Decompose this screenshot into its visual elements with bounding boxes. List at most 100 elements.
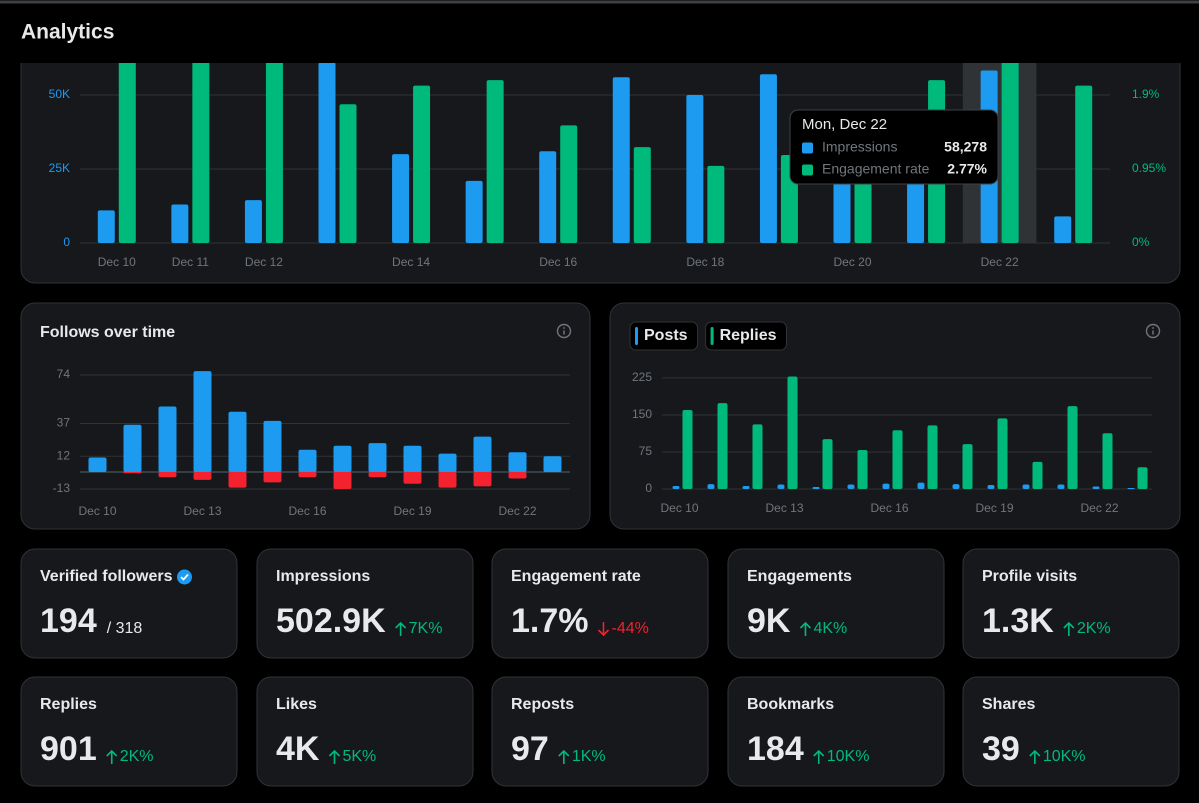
stat-card xyxy=(727,548,945,659)
stat-value: 184 xyxy=(747,730,804,768)
y2-tick-label: 1.9% xyxy=(1132,87,1160,101)
bar xyxy=(438,471,457,488)
y-tick-label: 50K xyxy=(49,87,70,101)
bar xyxy=(707,165,725,243)
trend-arrow xyxy=(1063,621,1075,636)
bar xyxy=(742,486,750,489)
y-tick-label: 74 xyxy=(57,367,71,381)
x-tick-label: Dec 22 xyxy=(1080,501,1118,515)
info-icon[interactable] xyxy=(1145,323,1161,339)
stat-card xyxy=(256,676,474,787)
bar xyxy=(265,63,283,243)
legend-label: Posts xyxy=(644,327,688,344)
bar xyxy=(473,436,492,472)
bar xyxy=(368,471,387,478)
bar xyxy=(333,471,352,489)
legend-item[interactable]: Replies xyxy=(705,321,787,351)
tooltip-swatch xyxy=(802,164,813,176)
y-tick-label: -13 xyxy=(53,481,71,495)
stat-card xyxy=(20,676,238,787)
plot xyxy=(80,63,1110,244)
x-tick-label: Dec 10 xyxy=(78,504,116,518)
tooltip-title: Mon, Dec 22 xyxy=(802,116,887,133)
bar xyxy=(333,445,352,472)
bar xyxy=(952,484,960,489)
plot xyxy=(662,376,1152,490)
bar xyxy=(192,63,210,243)
tooltip-swatch xyxy=(802,142,813,154)
bar xyxy=(263,420,282,472)
legend-box xyxy=(705,321,787,351)
legend-swatch xyxy=(635,327,638,345)
plot xyxy=(80,371,570,490)
bar xyxy=(438,453,457,472)
info-icon[interactable] xyxy=(556,323,572,339)
stat-change: 2K% xyxy=(120,748,154,765)
bar xyxy=(508,452,527,472)
bar xyxy=(686,94,704,243)
bar xyxy=(560,125,578,243)
tooltip-box xyxy=(789,109,999,185)
bar xyxy=(543,456,562,472)
bar xyxy=(539,151,557,243)
y-tick-label: 0 xyxy=(63,235,70,249)
stat-card xyxy=(491,548,709,659)
legend-item[interactable]: Posts xyxy=(629,321,699,351)
stat-title: Verified followers xyxy=(40,568,173,585)
verified-badge xyxy=(176,569,192,585)
bar xyxy=(508,471,527,479)
bar xyxy=(244,200,262,243)
bar xyxy=(339,104,357,243)
y-tick-label: 75 xyxy=(639,444,653,458)
stat-card xyxy=(256,548,474,659)
x-tick-label: Dec 16 xyxy=(539,255,577,269)
x-tick-label: Dec 11 xyxy=(172,255,209,269)
bar xyxy=(612,77,630,243)
bar xyxy=(987,485,995,489)
info-circle xyxy=(1145,323,1161,339)
x-tick-label: Dec 12 xyxy=(245,255,283,269)
stat-value: 194 xyxy=(40,602,97,640)
bar xyxy=(193,471,212,480)
legend-box xyxy=(629,321,699,351)
bar xyxy=(822,439,833,489)
x-tick-label: Dec 19 xyxy=(393,504,431,518)
stat-title: Likes xyxy=(276,696,317,713)
bar xyxy=(298,449,317,472)
bar xyxy=(682,410,693,489)
stat-change: 10K% xyxy=(1043,748,1086,765)
bar xyxy=(672,486,680,489)
stat-title: Shares xyxy=(982,696,1035,713)
trend-arrow xyxy=(395,621,407,636)
bar xyxy=(413,85,431,243)
bar xyxy=(1054,216,1072,243)
stat-card xyxy=(727,676,945,787)
bar xyxy=(777,484,785,489)
bar xyxy=(228,471,247,488)
bar xyxy=(88,457,107,472)
stat-change: 10K% xyxy=(827,748,870,765)
y-tick-label: 12 xyxy=(57,448,71,462)
trend-arrow xyxy=(558,749,570,764)
bar xyxy=(1102,433,1113,489)
tooltip-value: 2.77% xyxy=(947,161,987,177)
bar xyxy=(1137,467,1148,489)
stat-change: 7K% xyxy=(409,620,443,637)
bar xyxy=(473,471,492,487)
stat-title: Engagement rate xyxy=(511,568,641,585)
bar xyxy=(962,444,973,489)
bar xyxy=(752,424,763,489)
stat-value: 1.7% xyxy=(511,602,589,640)
trend-arrow xyxy=(106,749,118,764)
bar xyxy=(263,471,282,483)
page-title: Analytics xyxy=(21,21,114,44)
tooltip-value: 58,278 xyxy=(944,139,987,155)
info-dot xyxy=(1152,327,1154,329)
bar xyxy=(171,204,189,243)
x-tick-label: Dec 10 xyxy=(660,501,698,515)
x-tick-label: Dec 22 xyxy=(981,255,1019,269)
bar xyxy=(228,411,247,472)
bar xyxy=(403,471,422,484)
